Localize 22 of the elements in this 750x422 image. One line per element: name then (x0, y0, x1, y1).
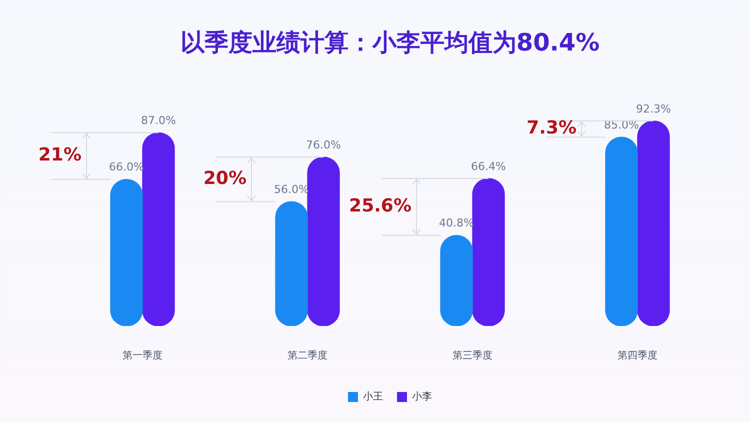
data-label: 66.4% (471, 160, 506, 173)
legend-label: 小李 (412, 390, 432, 403)
legend-label: 小王 (363, 390, 383, 403)
x-tick-label: 第一季度 (122, 350, 162, 362)
x-tick-label: 第四季度 (618, 350, 658, 362)
bar (110, 179, 143, 326)
annotation: 25.6% (349, 196, 412, 217)
bar (637, 120, 670, 326)
data-label: 92.3% (636, 102, 671, 116)
bar (275, 201, 308, 326)
x-tick-label: 第三季度 (452, 350, 492, 362)
annotation: 7.3% (526, 118, 576, 139)
bar (605, 136, 638, 326)
data-label: 76.0% (306, 138, 341, 152)
annotation: 20% (203, 168, 246, 190)
annotation: 21% (38, 144, 82, 166)
data-label: 87.0% (141, 114, 176, 128)
bar (142, 132, 175, 326)
chart-title: 以季度业绩计算：小李平均值为80.4% (180, 28, 600, 57)
bar (307, 156, 340, 326)
bar (472, 178, 505, 326)
x-tick-label: 第二季度 (288, 350, 328, 362)
